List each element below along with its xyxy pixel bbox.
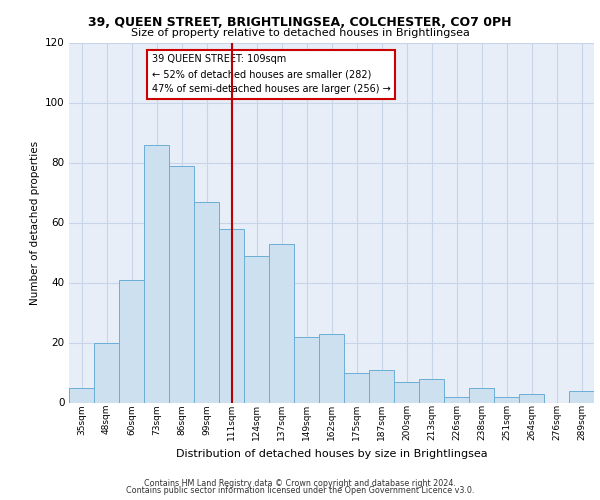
- Bar: [569, 390, 594, 402]
- Bar: [369, 370, 394, 402]
- Bar: [169, 166, 194, 402]
- Text: Contains public sector information licensed under the Open Government Licence v3: Contains public sector information licen…: [126, 486, 474, 495]
- Bar: [344, 372, 369, 402]
- Bar: [419, 378, 444, 402]
- Bar: [444, 396, 469, 402]
- Bar: [519, 394, 544, 402]
- Bar: [69, 388, 94, 402]
- Text: 39 QUEEN STREET: 109sqm
← 52% of detached houses are smaller (282)
47% of semi-d: 39 QUEEN STREET: 109sqm ← 52% of detache…: [151, 54, 390, 94]
- Y-axis label: Number of detached properties: Number of detached properties: [29, 140, 40, 304]
- X-axis label: Distribution of detached houses by size in Brightlingsea: Distribution of detached houses by size …: [176, 448, 487, 458]
- Text: Size of property relative to detached houses in Brightlingsea: Size of property relative to detached ho…: [131, 28, 469, 38]
- Bar: [119, 280, 144, 402]
- Bar: [244, 256, 269, 402]
- Bar: [394, 382, 419, 402]
- Bar: [494, 396, 519, 402]
- Bar: [269, 244, 294, 402]
- Text: 39, QUEEN STREET, BRIGHTLINGSEA, COLCHESTER, CO7 0PH: 39, QUEEN STREET, BRIGHTLINGSEA, COLCHES…: [88, 16, 512, 29]
- Text: Contains HM Land Registry data © Crown copyright and database right 2024.: Contains HM Land Registry data © Crown c…: [144, 478, 456, 488]
- Bar: [194, 202, 219, 402]
- Bar: [94, 342, 119, 402]
- Bar: [294, 336, 319, 402]
- Bar: [469, 388, 494, 402]
- Bar: [219, 228, 244, 402]
- Bar: [144, 144, 169, 402]
- Bar: [319, 334, 344, 402]
